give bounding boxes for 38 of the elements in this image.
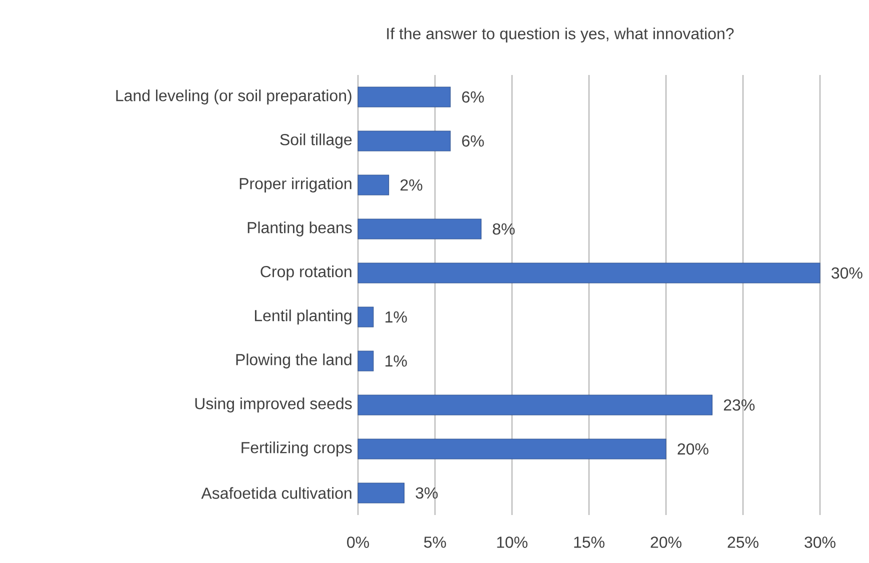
y-tick-label: Fertilizing crops (242, 442, 352, 456)
y-tick-label: Planting beans (248, 222, 352, 236)
bar (358, 86, 451, 108)
bar (358, 130, 451, 152)
x-tick-label: 5% (424, 536, 446, 548)
data-label: 6% (462, 135, 484, 147)
bar (358, 350, 374, 372)
data-label: 30% (832, 267, 862, 279)
bar (358, 306, 374, 328)
chart-title: If the answer to question is yes, what innovation? (387, 28, 734, 43)
data-label: 23% (724, 399, 755, 411)
y-tick-label: Plowing the land (236, 354, 352, 368)
data-label: 3% (416, 487, 438, 499)
x-tick-label: 25% (728, 536, 758, 548)
data-label: 2% (400, 179, 422, 191)
y-tick-label: Crop rotation (260, 266, 352, 280)
y-tick-label: Soil tillage (280, 134, 352, 148)
data-label: 8% (492, 223, 515, 235)
y-tick-label: Using improved seeds (195, 398, 352, 412)
bar (358, 174, 390, 196)
data-label: 1% (386, 311, 407, 323)
y-tick-label: Asafoetida cultivation (201, 487, 352, 499)
x-tick-label: 10% (497, 536, 528, 548)
bar (358, 262, 820, 284)
x-tick-label: 30% (804, 536, 836, 548)
x-tick-label: 0% (347, 536, 369, 548)
data-label: 1% (386, 355, 407, 367)
y-tick-label: Proper irrigation (240, 178, 352, 192)
bar (358, 482, 404, 504)
data-label: 20% (678, 443, 708, 455)
x-tick-label: 15% (574, 536, 604, 548)
x-tick-label: 20% (650, 536, 682, 548)
data-label: 6% (462, 91, 484, 103)
y-tick-label: Lentil planting (254, 310, 352, 324)
bar (358, 394, 712, 416)
bar (358, 438, 666, 460)
bar (358, 218, 482, 240)
y-tick-label: Land leveling (or soil preparation) (116, 90, 352, 104)
